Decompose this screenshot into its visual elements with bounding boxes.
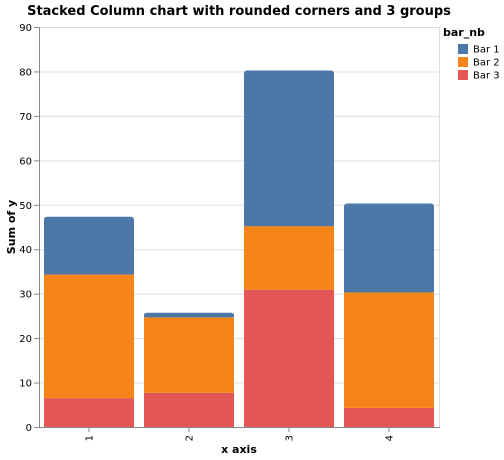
legend-swatch-bar-3: [458, 70, 468, 80]
y-tick-label: 10: [19, 379, 32, 390]
y-tick-label: 70: [19, 112, 32, 123]
bar-bar-3-cat-3: [244, 289, 334, 427]
y-tick-label: 20: [19, 334, 32, 345]
x-tick-label: 2: [185, 435, 196, 441]
y-tick-label: 90: [19, 23, 32, 34]
bar-segment-fill: [244, 223, 334, 227]
bar-bar-3-cat-1: [44, 398, 134, 427]
bar-bar-2-cat-1: [44, 274, 134, 399]
y-tick-label: 50: [19, 201, 32, 212]
bar-bar-2-cat-3: [244, 226, 334, 290]
legend-title: bar_nb: [443, 26, 485, 39]
y-tick-label: 0: [26, 423, 32, 434]
bars: [44, 70, 434, 427]
legend-swatch-bar-2: [458, 57, 468, 67]
x-tick-label: 4: [385, 435, 396, 441]
y-axis-title: Sum of y: [5, 200, 18, 254]
bar-segment-fill: [144, 314, 234, 318]
legend-swatch-bar-1: [458, 44, 468, 54]
bar-bar-2-cat-4: [344, 292, 434, 408]
legend-label: Bar 2: [473, 58, 500, 69]
bar-segment-fill: [344, 289, 434, 293]
bar-bar-2-cat-2: [144, 317, 234, 393]
chart-title: Stacked Column chart with rounded corner…: [27, 4, 451, 19]
bar-bar-3-cat-4: [344, 407, 434, 427]
y-tick-label: 80: [19, 67, 32, 78]
x-tick-label: 3: [285, 435, 296, 441]
axes: 0 10 20 30 40 50 60 70 80 90 1 2 3 4: [19, 23, 440, 441]
x-axis-title: x axis: [221, 443, 257, 456]
bar-segment-fill: [44, 271, 134, 275]
y-tick-label: 40: [19, 245, 32, 256]
bar-bar-1-cat-4: [344, 203, 434, 293]
bar-bar-1-cat-3: [244, 70, 334, 227]
y-tick-label: 30: [19, 290, 32, 301]
bar-bar-3-cat-2: [144, 392, 234, 427]
x-tick-label: 1: [85, 435, 96, 441]
legend-label: Bar 1: [473, 45, 500, 56]
y-tick-label: 60: [19, 156, 32, 167]
bar-bar-1-cat-1: [44, 216, 134, 275]
legend: bar_nb Bar 1 Bar 2 Bar 3: [443, 26, 500, 82]
legend-label: Bar 3: [473, 71, 500, 82]
